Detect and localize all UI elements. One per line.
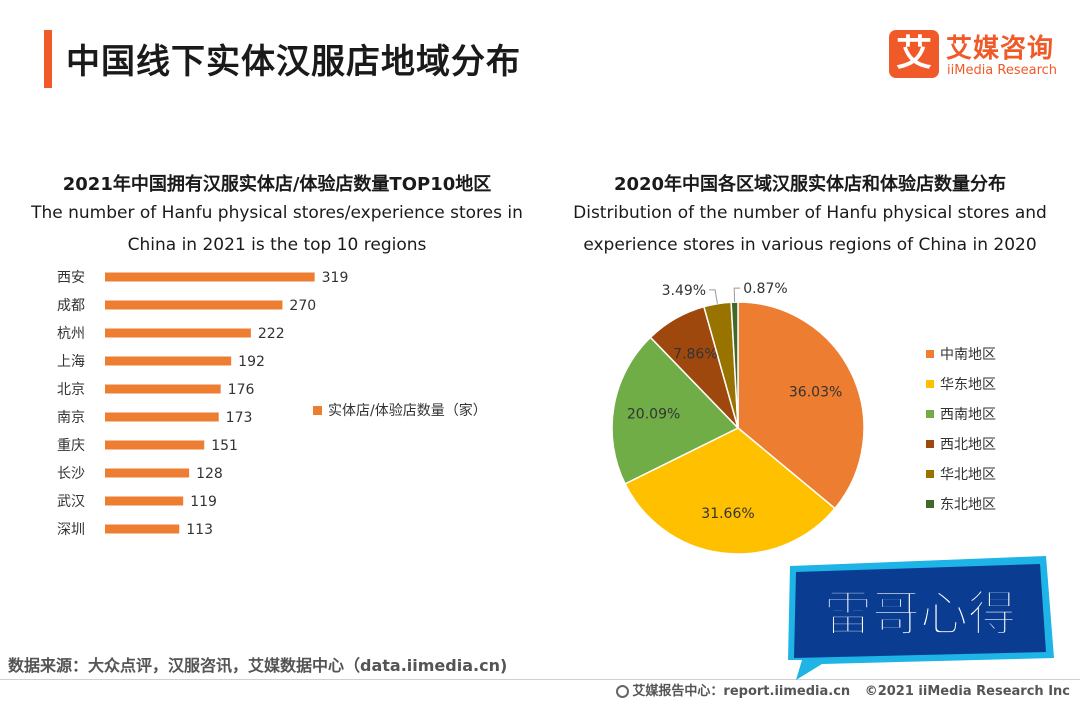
pie-legend-label: 华东地区 bbox=[940, 377, 996, 393]
bar-value-label: 113 bbox=[186, 522, 213, 538]
footer: 艾媒报告中心：report.iimedia.cn ©2021 iiMedia R… bbox=[616, 680, 1070, 699]
pie-chart: 36.03% 31.66% 20.09% 7.86% 3.49% 0.87% 中南地区华东地… bbox=[611, 281, 996, 555]
pie-value-label: 20.09% bbox=[627, 406, 680, 422]
bar bbox=[105, 272, 315, 282]
pie-legend-label: 东北地区 bbox=[940, 497, 996, 513]
bar-category-label: 西安 bbox=[57, 270, 85, 286]
pie-slice bbox=[737, 301, 865, 510]
bar bbox=[105, 300, 283, 310]
pie-value-label: 0.87% bbox=[743, 281, 787, 297]
bar-chart-subtitle-1: The number of Hanfu physical stores/expe… bbox=[31, 203, 523, 223]
footer-divider bbox=[0, 679, 1080, 680]
bar bbox=[105, 440, 205, 450]
pie-slice bbox=[624, 427, 836, 555]
watermark-panel bbox=[794, 564, 1046, 658]
bar bbox=[105, 412, 219, 422]
pie-leader-line bbox=[709, 289, 718, 304]
pie-slice bbox=[730, 301, 739, 429]
pie-leader-line bbox=[733, 287, 741, 303]
pie-chart-subtitle-1: Distribution of the number of Hanfu phys… bbox=[573, 203, 1047, 223]
bar-value-label: 176 bbox=[228, 382, 255, 398]
pie-legend-swatch bbox=[926, 470, 934, 478]
bar-value-label: 192 bbox=[238, 354, 265, 370]
pie-value-label: 36.03% bbox=[789, 385, 842, 401]
pie-value-label: 31.66% bbox=[701, 506, 754, 522]
bar-value-label: 173 bbox=[226, 410, 253, 426]
bar-value-label: 270 bbox=[289, 298, 316, 314]
pie-value-label: 3.49% bbox=[662, 283, 706, 299]
footer-report[interactable]: 艾媒报告中心：report.iimedia.cn bbox=[632, 684, 851, 699]
bar bbox=[105, 356, 232, 366]
bar-category-label: 长沙 bbox=[57, 466, 85, 482]
pie-legend-swatch bbox=[926, 500, 934, 508]
bar-value-label: 128 bbox=[196, 466, 223, 482]
logo-mark: 艾 bbox=[889, 30, 939, 78]
page-title: 中国线下实体汉服店地域分布 bbox=[66, 42, 521, 82]
pie-legend-label: 西北地区 bbox=[940, 437, 996, 453]
logo-name-en: iiMedia Research bbox=[947, 63, 1058, 78]
bar-chart-title: 2021年中国拥有汉服实体店/体验店数量TOP10地区 bbox=[62, 174, 492, 195]
pie-legend-swatch bbox=[926, 350, 934, 358]
pie-legend-label: 西南地区 bbox=[940, 407, 996, 423]
pie-slice bbox=[611, 336, 740, 485]
logo-name-cn: 艾媒咨询 bbox=[946, 34, 1055, 64]
bar-category-label: 重庆 bbox=[57, 438, 85, 454]
legend-swatch bbox=[313, 406, 322, 415]
bar-category-label: 南京 bbox=[57, 410, 85, 426]
bar-category-label: 杭州 bbox=[57, 326, 85, 342]
pie-value-label: 7.86% bbox=[673, 347, 717, 363]
bar-category-label: 北京 bbox=[57, 382, 85, 398]
pie-legend-swatch bbox=[926, 410, 934, 418]
title-accent-bar bbox=[44, 30, 52, 88]
globe-icon bbox=[616, 685, 630, 698]
bar bbox=[105, 524, 180, 534]
data-source: 数据来源：大众点评，汉服咨讯，艾媒数据中心（data.iimedia.cn) bbox=[8, 656, 508, 675]
bar-chart-subtitle-2: China in 2021 is the top 10 regions bbox=[127, 235, 427, 255]
watermark-text: 雷哥心得 bbox=[824, 586, 1016, 642]
bar-value-label: 151 bbox=[211, 438, 238, 454]
pie-chart-subtitle-2: experience stores in various regions of … bbox=[583, 235, 1037, 255]
bar bbox=[105, 384, 221, 394]
bar bbox=[105, 496, 184, 506]
pie-legend-swatch bbox=[926, 440, 934, 448]
bar-value-label: 222 bbox=[258, 326, 285, 342]
watermark-badge: 雷哥心得 bbox=[788, 556, 1054, 680]
iimedia-logo: 艾 艾媒咨询 iiMedia Research bbox=[889, 28, 1069, 86]
footer-copyright: ©2021 iiMedia Research Inc bbox=[864, 684, 1070, 699]
bar-value-label: 119 bbox=[190, 494, 217, 510]
bar-category-label: 深圳 bbox=[57, 522, 85, 538]
pie-legend-label: 华北地区 bbox=[940, 467, 996, 483]
pie-legend-swatch bbox=[926, 380, 934, 388]
bar-category-label: 成都 bbox=[57, 298, 85, 314]
legend-label: 实体店/体验店数量（家） bbox=[328, 402, 487, 419]
bar bbox=[105, 468, 190, 478]
bar-chart: 西安 319 成都 270 杭州 222 上海 192 北京 176 南京 173 重庆 151 长沙 128… bbox=[57, 270, 487, 538]
bar-category-label: 武汉 bbox=[57, 494, 85, 510]
bar-value-label: 319 bbox=[322, 270, 349, 286]
pie-chart-title: 2020年中国各区域汉服实体店和体验店数量分布 bbox=[613, 174, 1007, 195]
pie-legend-label: 中南地区 bbox=[940, 347, 996, 363]
bar-category-label: 上海 bbox=[57, 354, 85, 370]
bar bbox=[105, 328, 251, 338]
